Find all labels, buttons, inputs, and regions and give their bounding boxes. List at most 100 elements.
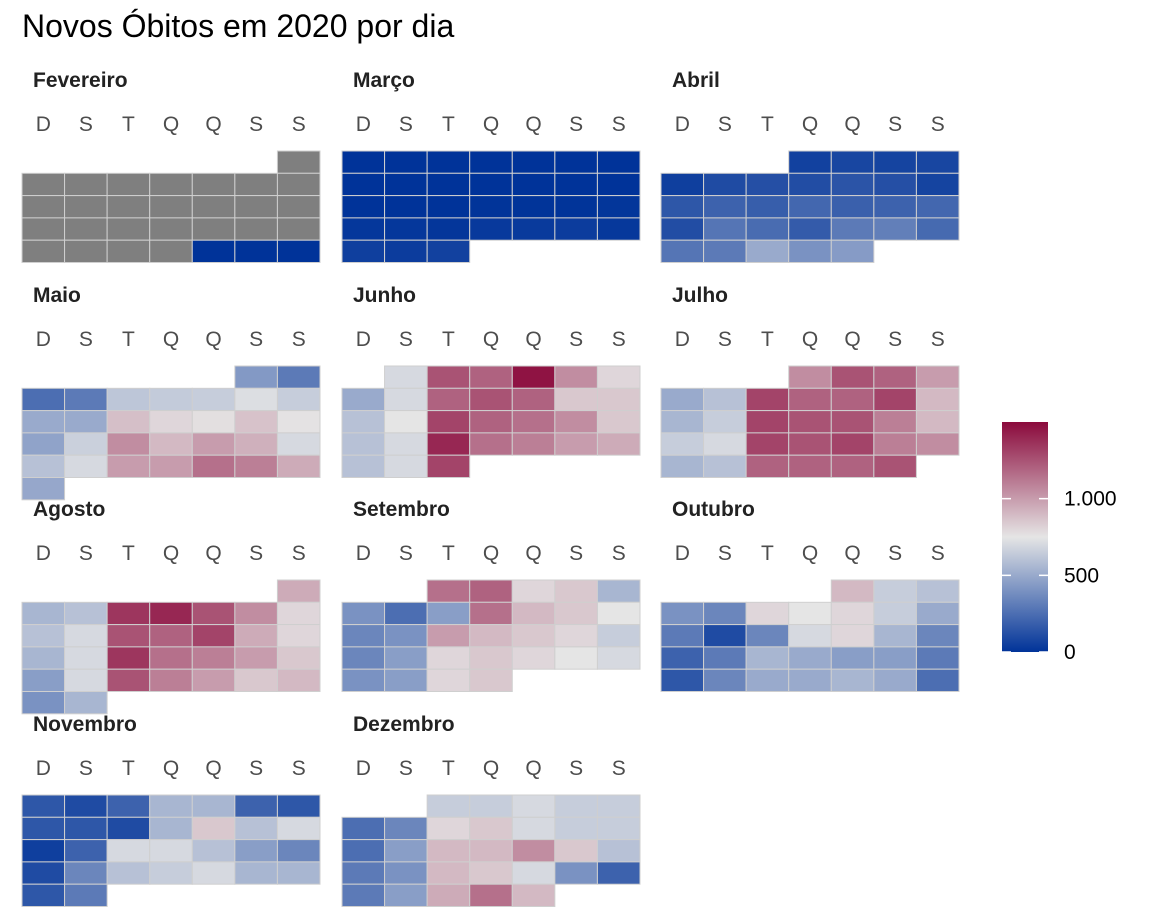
day-cell (469, 365, 513, 389)
day-cell (341, 839, 386, 863)
day-cell (106, 410, 151, 434)
day-cell (703, 646, 747, 670)
day-cell (873, 454, 917, 479)
day-cell (915, 387, 960, 412)
weekday-label: S (292, 757, 306, 780)
weekday-label: T (442, 757, 455, 780)
weekday-label: S (292, 542, 306, 565)
day-cell (873, 410, 917, 434)
day-cell (191, 432, 236, 456)
weekday-label: D (36, 113, 51, 136)
day-cell (341, 861, 386, 885)
day-cell (149, 432, 193, 456)
day-cell (191, 217, 236, 241)
day-cell (469, 839, 513, 863)
day-cell (873, 432, 917, 456)
weekday-label: S (399, 113, 413, 136)
day-cell (276, 387, 321, 412)
day-cell (341, 172, 386, 197)
day-cell (106, 816, 151, 841)
day-cell (830, 172, 875, 197)
day-cell (596, 432, 641, 456)
day-cell (660, 646, 705, 670)
day-cell (830, 150, 875, 174)
day-cell (276, 624, 321, 648)
month-label: Julho (672, 284, 728, 307)
day-cell (554, 624, 598, 648)
day-cell (830, 579, 875, 603)
legend-colorbar (1002, 422, 1048, 652)
day-cell (788, 239, 832, 263)
day-cell (234, 646, 278, 670)
day-cell (384, 387, 428, 412)
day-cell (276, 195, 321, 219)
weekday-label: S (888, 542, 902, 565)
day-cell (106, 624, 151, 648)
day-cell (554, 195, 598, 219)
weekday-label: Q (205, 113, 221, 136)
day-cell (21, 432, 66, 456)
day-cell (660, 217, 705, 241)
day-cell (915, 432, 960, 456)
day-cell (745, 454, 790, 479)
day-cell (830, 668, 875, 693)
day-cell (554, 432, 598, 456)
day-cell (469, 646, 513, 670)
day-cell (384, 624, 428, 648)
day-cell (149, 794, 193, 818)
day-cell (703, 668, 747, 693)
day-cell (106, 454, 151, 479)
day-cell (745, 172, 790, 197)
day-cell (469, 387, 513, 412)
weekday-label: Q (525, 542, 541, 565)
month-panel: Março D S T Q Q S S (341, 69, 641, 263)
day-cell (276, 239, 321, 263)
day-cell (426, 150, 471, 174)
day-cell (64, 668, 108, 693)
weekday-label: S (718, 542, 732, 565)
day-cell (873, 624, 917, 648)
day-cell (106, 668, 151, 693)
day-cell (745, 624, 790, 648)
day-cell (234, 239, 278, 263)
weekday-label: S (718, 113, 732, 136)
day-cell (191, 239, 236, 263)
day-cell (788, 668, 832, 693)
day-cell (234, 195, 278, 219)
day-cell (426, 861, 471, 885)
day-cell (234, 624, 278, 648)
day-cell (469, 794, 513, 818)
weekday-label: Q (802, 328, 818, 351)
day-cell (276, 861, 321, 885)
day-cell (788, 624, 832, 648)
weekday-label: Q (844, 542, 860, 565)
day-cell (703, 624, 747, 648)
day-cell (341, 601, 386, 626)
day-cell (234, 172, 278, 197)
day-cell (745, 195, 790, 219)
day-cell (276, 668, 321, 693)
day-cell (426, 387, 471, 412)
day-cell (915, 624, 960, 648)
weekday-label: S (569, 542, 583, 565)
weekday-label: D (675, 542, 690, 565)
day-cell (106, 861, 151, 885)
day-cell (596, 217, 641, 241)
day-cell (703, 410, 747, 434)
day-cell (554, 839, 598, 863)
day-cell (554, 601, 598, 626)
day-cell (64, 883, 108, 908)
day-cell (873, 387, 917, 412)
day-cell (469, 861, 513, 885)
day-cell (341, 624, 386, 648)
day-cell (234, 432, 278, 456)
day-cell (660, 172, 705, 197)
day-cell (788, 172, 832, 197)
day-cell (469, 172, 513, 197)
day-cell (149, 454, 193, 479)
weekday-label: Q (163, 757, 179, 780)
day-cell (830, 432, 875, 456)
weekday-label: S (249, 113, 263, 136)
day-cell (554, 579, 598, 603)
